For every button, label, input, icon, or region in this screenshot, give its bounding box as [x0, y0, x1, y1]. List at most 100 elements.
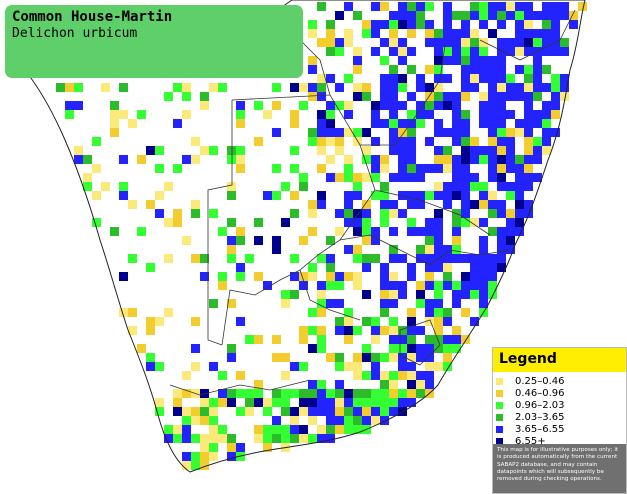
- cell: [200, 101, 209, 110]
- cell: [290, 416, 299, 425]
- cell: [344, 155, 353, 164]
- cell: [281, 290, 290, 299]
- cell: [542, 47, 551, 56]
- cell: [173, 164, 182, 173]
- cell: [497, 164, 506, 173]
- cell: [389, 299, 398, 308]
- cell: [407, 218, 416, 227]
- cell: [506, 110, 515, 119]
- cell: [353, 182, 362, 191]
- cell: [434, 281, 443, 290]
- cell: [326, 407, 335, 416]
- cell: [281, 299, 290, 308]
- cell: [461, 182, 470, 191]
- cell: [443, 155, 452, 164]
- cell: [308, 416, 317, 425]
- cell: [236, 119, 245, 128]
- cell: [110, 110, 119, 119]
- cell: [479, 290, 488, 299]
- cell: [398, 47, 407, 56]
- cell: [515, 11, 524, 20]
- cell: [497, 263, 506, 272]
- cell: [344, 317, 353, 326]
- legend-label: 6.55+: [515, 435, 546, 447]
- cell: [146, 353, 155, 362]
- cell: [344, 164, 353, 173]
- cell: [353, 362, 362, 371]
- cell: [344, 308, 353, 317]
- cell: [245, 389, 254, 398]
- borders: [169, 9, 576, 396]
- cell: [407, 308, 416, 317]
- cell: [362, 263, 371, 272]
- cell: [326, 389, 335, 398]
- cell: [191, 344, 200, 353]
- cell: [425, 254, 434, 263]
- cell: [551, 20, 560, 29]
- cell: [308, 398, 317, 407]
- cell: [200, 92, 209, 101]
- cell: [272, 389, 281, 398]
- cell: [344, 335, 353, 344]
- cell: [497, 146, 506, 155]
- cell: [362, 254, 371, 263]
- cell: [344, 218, 353, 227]
- cell: [533, 11, 542, 20]
- cell: [470, 290, 479, 299]
- cell: [371, 119, 380, 128]
- cell: [263, 110, 272, 119]
- cell: [182, 371, 191, 380]
- cell: [326, 254, 335, 263]
- cell: [524, 38, 533, 47]
- cell: [128, 326, 137, 335]
- cell: [119, 182, 128, 191]
- cell: [308, 434, 317, 443]
- cell: [506, 164, 515, 173]
- cell: [335, 326, 344, 335]
- cell: [308, 56, 317, 65]
- cell: [299, 281, 308, 290]
- cell: [290, 425, 299, 434]
- cell: [290, 254, 299, 263]
- cell: [308, 272, 317, 281]
- cell: [146, 146, 155, 155]
- cell: [533, 74, 542, 83]
- cell: [452, 227, 461, 236]
- cell: [524, 101, 533, 110]
- cell: [344, 425, 353, 434]
- cell: [290, 434, 299, 443]
- cell: [506, 245, 515, 254]
- cell: [443, 56, 452, 65]
- cell: [254, 218, 263, 227]
- cell: [308, 407, 317, 416]
- cell: [326, 47, 335, 56]
- cell: [425, 218, 434, 227]
- cell: [434, 317, 443, 326]
- cell: [164, 434, 173, 443]
- cell: [299, 407, 308, 416]
- cell: [209, 362, 218, 371]
- cell: [425, 308, 434, 317]
- cell: [461, 56, 470, 65]
- cell: [398, 38, 407, 47]
- cell: [335, 227, 344, 236]
- cell: [353, 56, 362, 65]
- cell: [191, 200, 200, 209]
- cell: [452, 290, 461, 299]
- cell: [416, 191, 425, 200]
- cell: [263, 407, 272, 416]
- cell: [407, 110, 416, 119]
- cell: [272, 128, 281, 137]
- cell: [398, 281, 407, 290]
- cell: [524, 110, 533, 119]
- cell: [362, 128, 371, 137]
- cell: [497, 2, 506, 11]
- legend-label: 3.65–6.55: [515, 423, 565, 435]
- cell: [407, 326, 416, 335]
- cell: [452, 344, 461, 353]
- cell: [236, 443, 245, 452]
- cell: [506, 191, 515, 200]
- cell: [380, 326, 389, 335]
- cell: [452, 119, 461, 128]
- cell: [371, 353, 380, 362]
